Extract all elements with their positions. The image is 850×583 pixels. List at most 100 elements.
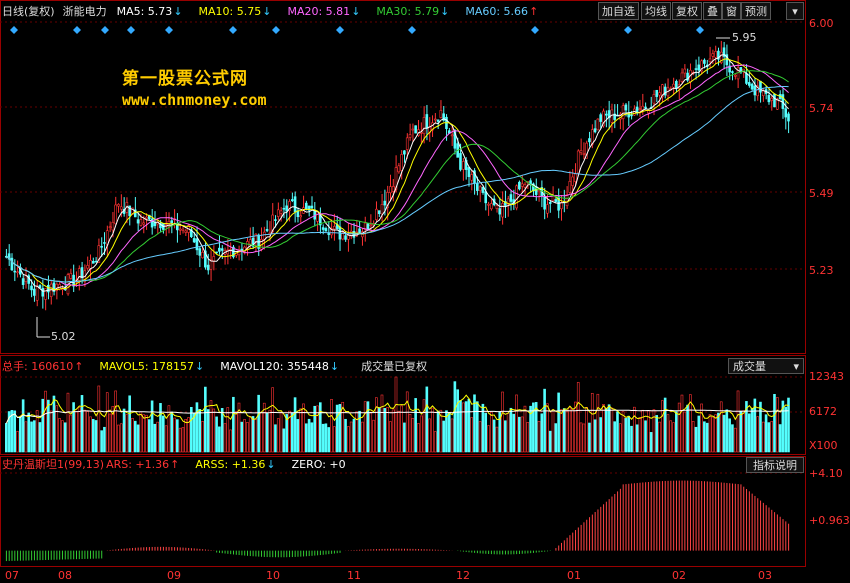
candle-up xyxy=(391,186,395,192)
volume-bar-up xyxy=(537,420,541,453)
volume-bar-down xyxy=(133,420,137,453)
candle-up xyxy=(201,251,204,259)
forecast-button[interactable]: 预测 xyxy=(741,2,771,20)
volume-bar-up xyxy=(582,423,586,453)
candle-down xyxy=(383,200,387,206)
event-diamond-icon xyxy=(10,26,18,34)
zero-label: ZERO: +0 xyxy=(291,458,346,471)
volume-bar-down xyxy=(728,418,731,453)
volume-bar-down xyxy=(616,411,619,453)
candle-up xyxy=(111,221,115,231)
volume-bar-up xyxy=(680,394,684,453)
candle-down xyxy=(588,138,591,143)
candle-down xyxy=(475,183,479,191)
volume-bar-down xyxy=(534,402,538,453)
volume-bar-down xyxy=(750,407,754,453)
volume-bar-up xyxy=(114,390,117,453)
volume-chart-frame xyxy=(0,355,806,455)
volume-bar-up xyxy=(58,418,61,453)
volume-bar-up xyxy=(683,411,687,453)
volume-bar-up xyxy=(187,417,190,453)
candle-down xyxy=(725,54,729,66)
total-volume-label: 总手: 160610↑ xyxy=(2,360,84,373)
event-diamond-icon xyxy=(272,26,280,34)
volume-bar-up xyxy=(44,390,47,453)
volume-bar-up xyxy=(184,419,188,453)
candle-up xyxy=(450,134,454,137)
candle-up xyxy=(69,273,73,279)
event-diamond-icon xyxy=(73,26,81,34)
volume-bar-down xyxy=(282,428,286,453)
volume-bar-down xyxy=(739,410,743,453)
volume-bar-up xyxy=(355,411,359,453)
candle-up xyxy=(347,234,350,240)
add-watchlist-button[interactable]: 加自选 xyxy=(598,2,639,20)
candle-down xyxy=(722,47,726,57)
candle-up xyxy=(145,216,148,219)
adjust-button[interactable]: 复权 xyxy=(672,2,702,20)
ma60-label: MA60: 5.66↑ xyxy=(465,5,539,18)
candle-down xyxy=(686,72,689,81)
candle-down xyxy=(30,285,33,291)
indicator-name: 史丹温斯坦1(99,13) xyxy=(2,458,105,471)
volume-bar-up xyxy=(229,429,232,453)
candle-up xyxy=(142,222,145,225)
volume-bar-up xyxy=(658,421,661,453)
volume-bar-down xyxy=(604,408,608,453)
volume-bar-down xyxy=(694,426,698,453)
volume-bar-down xyxy=(518,416,521,453)
volume-bar-up xyxy=(139,411,143,453)
date-tick: 10 xyxy=(266,569,280,582)
chevron-down-icon[interactable]: ▾ xyxy=(786,2,804,20)
candle-down xyxy=(293,196,297,213)
price-tick: 5.74 xyxy=(809,102,834,115)
candle-down xyxy=(285,205,288,212)
candle-up xyxy=(523,184,527,188)
volume-bar-down xyxy=(453,381,457,453)
candle-down xyxy=(274,219,277,221)
volume-bar-up xyxy=(349,421,353,453)
volume-bar-up xyxy=(417,423,420,453)
candle-down xyxy=(784,108,787,118)
candle-up xyxy=(515,185,518,209)
volume-bar-up xyxy=(223,423,227,453)
volume-bar-down xyxy=(436,410,440,453)
candle-up xyxy=(299,215,302,218)
candle-down xyxy=(498,208,502,215)
arrow-down-icon: ↓ xyxy=(262,5,272,18)
volume-indicator-dropdown[interactable]: 成交量 ▾ xyxy=(728,358,804,374)
mavol120-line xyxy=(5,409,789,424)
volume-legend: 总手: 160610↑ MAVOL5: 178157↓ MAVOL120: 3554… xyxy=(2,358,435,376)
candle-up xyxy=(117,204,120,207)
volume-bar-up xyxy=(652,409,656,453)
candle-up xyxy=(487,203,490,206)
date-tick: 02 xyxy=(672,569,686,582)
high-price-label: 5.95 xyxy=(732,31,757,44)
volume-bar-up xyxy=(691,421,695,453)
volume-bar-up xyxy=(551,409,555,453)
candle-up xyxy=(461,161,465,170)
candle-up xyxy=(647,110,650,114)
volume-bar-up xyxy=(226,407,230,453)
overlay-button[interactable]: 叠 xyxy=(703,2,722,20)
candle-down xyxy=(675,80,678,89)
volume-bar-down xyxy=(296,419,300,453)
date-tick: 07 xyxy=(5,569,19,582)
candle-up xyxy=(386,192,389,208)
volume-bar-down xyxy=(627,415,630,453)
volume-bar-down xyxy=(265,412,269,453)
volume-bar-up xyxy=(89,416,92,453)
indicator-help-button[interactable]: 指标说明 xyxy=(746,457,804,473)
ma-line-button[interactable]: 均线 xyxy=(641,2,671,20)
candle-down xyxy=(190,229,193,238)
volume-bar-down xyxy=(403,422,406,453)
candle-up xyxy=(422,117,426,135)
candle-up xyxy=(77,268,81,281)
candle-down xyxy=(215,251,218,254)
candle-down xyxy=(204,250,207,268)
window-button[interactable]: 窗 xyxy=(722,2,741,20)
volume-bar-up xyxy=(478,421,482,453)
candle-down xyxy=(13,270,17,273)
volume-bar-up xyxy=(75,411,78,453)
